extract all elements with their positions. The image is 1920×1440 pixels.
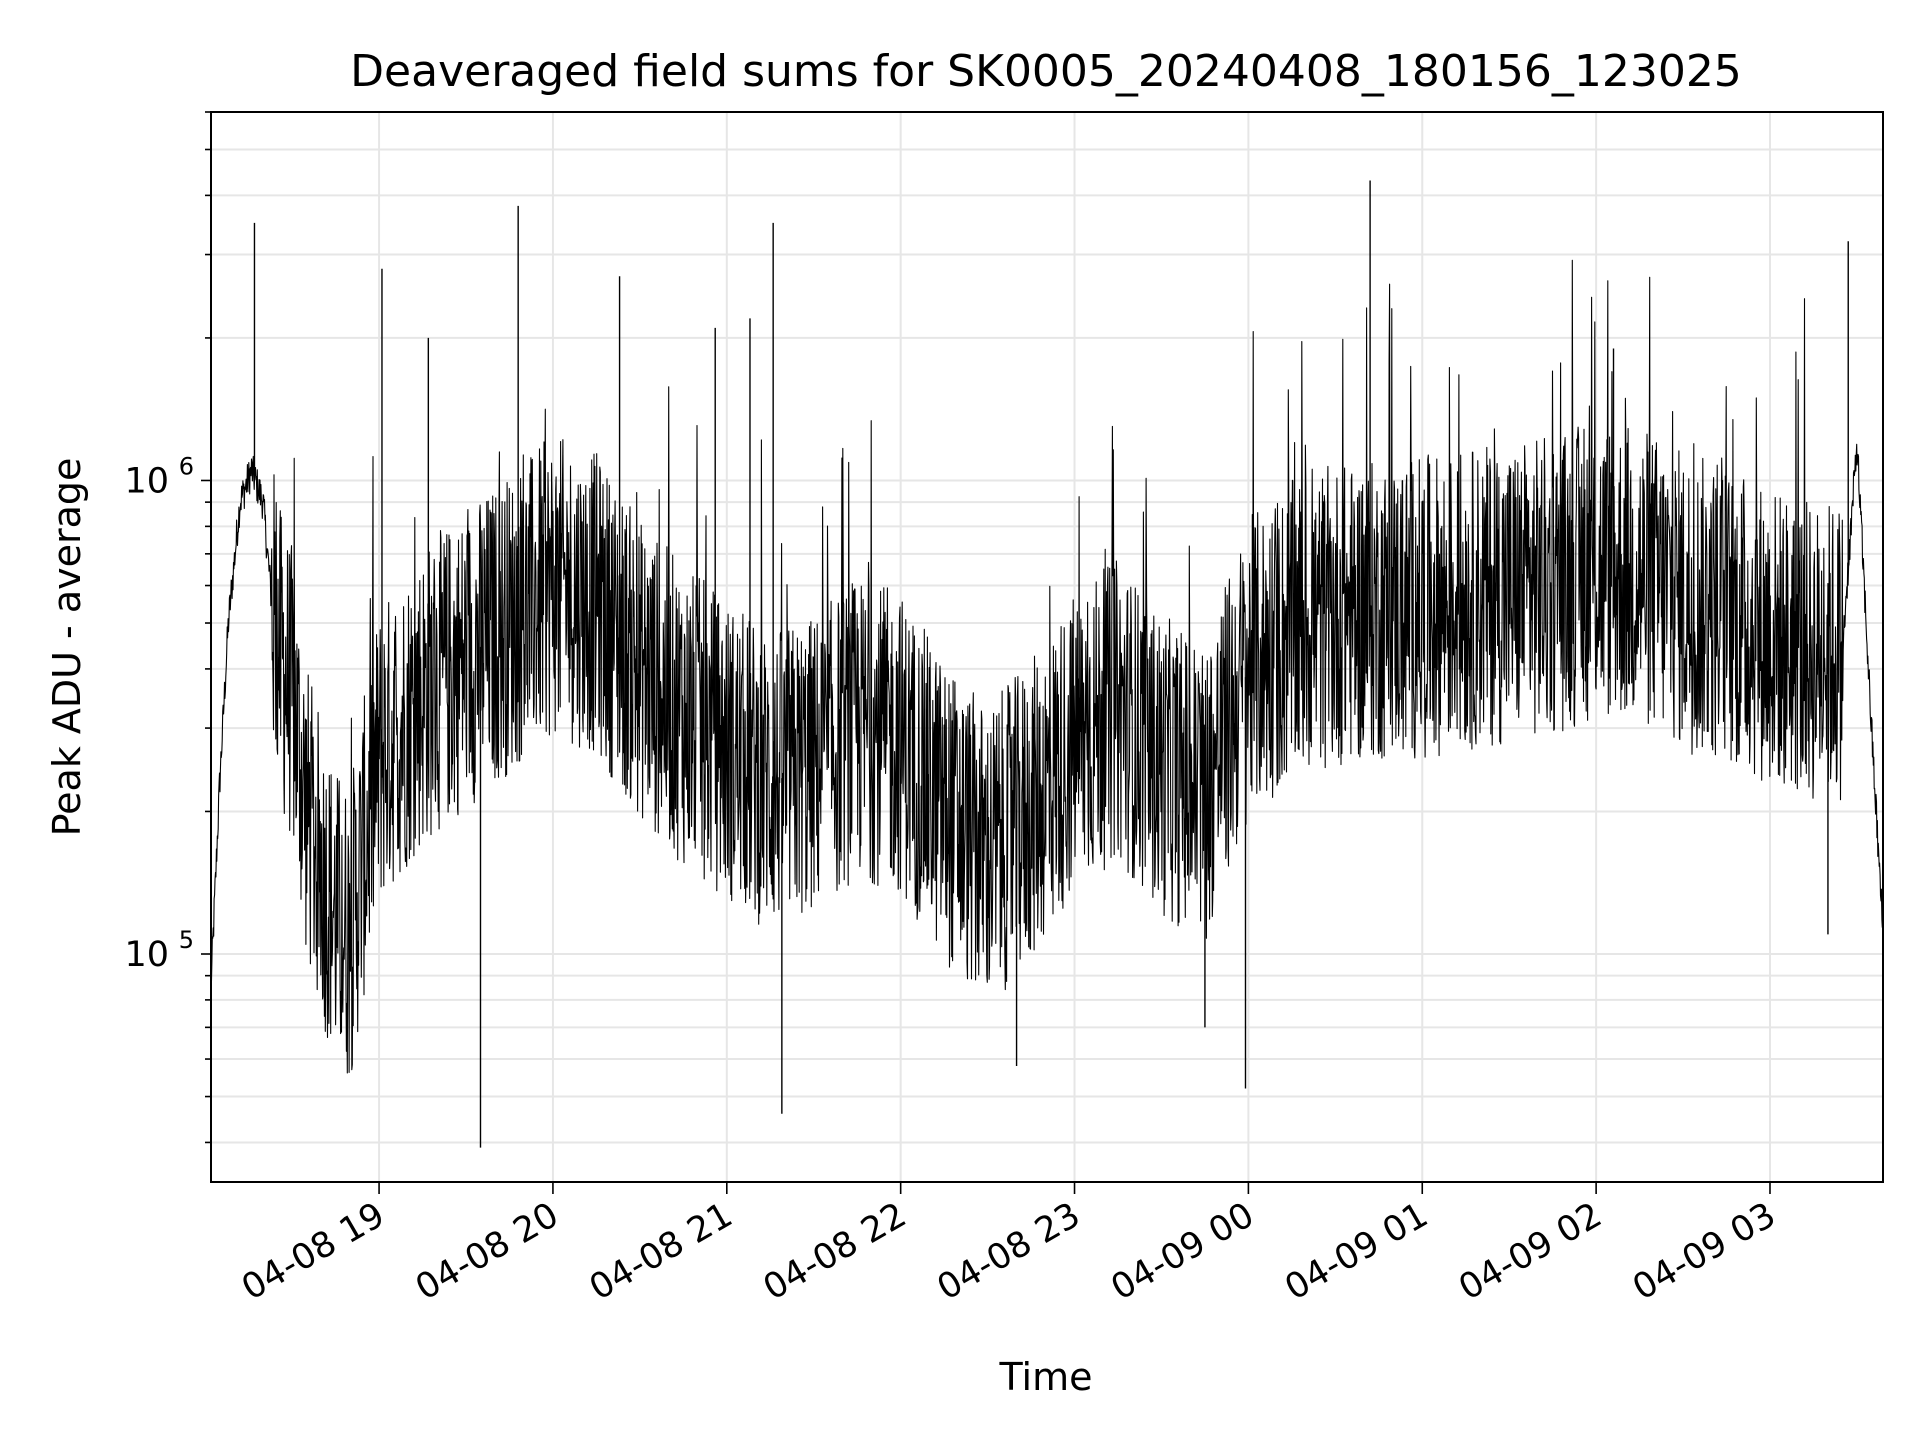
y-axis: 10 5 10 6 xyxy=(124,111,211,1144)
plot-frame xyxy=(210,111,1884,1183)
y-tick-label: 10 xyxy=(124,461,169,501)
y-tick-label-exponent: 5 xyxy=(179,926,194,954)
y-axis-label: Peak ADU - average xyxy=(45,458,89,837)
y-tick-label-exponent: 6 xyxy=(179,452,194,480)
series xyxy=(210,180,1884,1148)
series-line xyxy=(210,259,1884,1074)
chart-title: Deaveraged field sums for SK0005_2024040… xyxy=(350,46,1742,97)
y-tick-label: 10 xyxy=(124,935,169,975)
x-axis-label: Time xyxy=(999,1355,1093,1399)
